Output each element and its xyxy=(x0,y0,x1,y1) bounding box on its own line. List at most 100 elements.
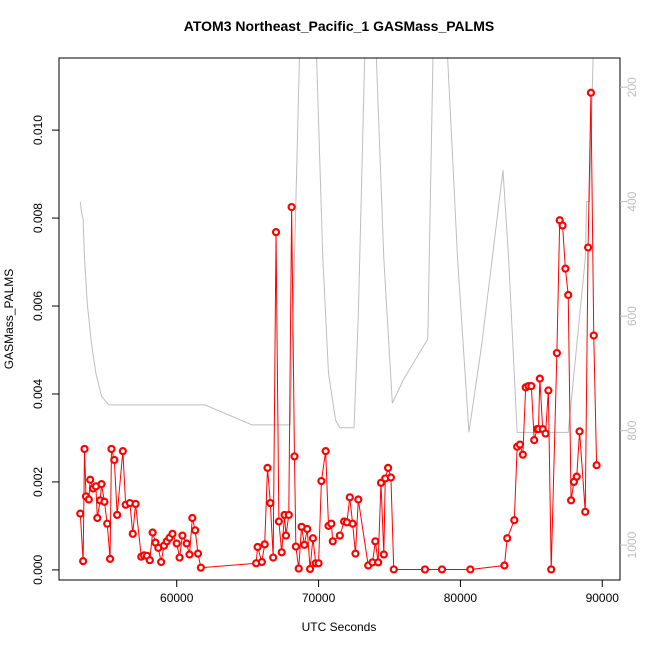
data-point xyxy=(583,243,593,252)
data-point xyxy=(466,565,475,574)
data-point xyxy=(327,519,336,528)
data-point xyxy=(515,440,525,449)
y2-tick-label: 200 xyxy=(625,77,639,97)
data-point xyxy=(110,455,119,465)
data-point xyxy=(575,427,584,436)
data-point xyxy=(290,452,299,461)
data-point xyxy=(193,549,203,558)
x-tick-label: 70000 xyxy=(302,591,336,605)
data-point xyxy=(168,529,177,538)
data-point xyxy=(291,542,300,551)
data-point xyxy=(589,331,598,340)
data-point xyxy=(558,221,567,230)
y2-tick-label: 1000 xyxy=(625,531,639,558)
data-point xyxy=(510,516,519,525)
data-point xyxy=(284,510,293,520)
data-point xyxy=(182,539,191,548)
data-point xyxy=(105,554,115,563)
data-point xyxy=(547,565,556,574)
data-point xyxy=(351,549,360,558)
data-point xyxy=(303,524,312,534)
y-tick-label: 0.006 xyxy=(31,291,45,321)
data-point xyxy=(541,429,550,438)
data-point xyxy=(80,444,89,454)
data-point xyxy=(145,556,154,565)
data-point xyxy=(103,519,112,528)
data-point xyxy=(503,534,512,543)
data-point xyxy=(437,565,447,574)
data-point xyxy=(107,444,116,454)
chart-title: ATOM3 Northeast_Pacific_1 GASMass_PALMS xyxy=(184,18,494,34)
data-point xyxy=(128,529,137,538)
data-point xyxy=(530,436,539,445)
x-tick-label: 80000 xyxy=(444,591,478,605)
data-point xyxy=(274,517,283,526)
data-point xyxy=(118,447,127,456)
data-point xyxy=(500,561,509,570)
y-axis-label: GASMass_PALMS xyxy=(2,269,16,369)
data-point xyxy=(371,537,380,546)
data-point xyxy=(345,493,354,502)
data-point xyxy=(586,88,596,97)
x-tick-label: 60000 xyxy=(160,591,194,605)
data-point xyxy=(269,553,278,562)
data-point xyxy=(172,539,181,548)
y-tick-label: 0.004 xyxy=(31,379,45,409)
data-point xyxy=(379,550,388,559)
data-point xyxy=(131,499,140,509)
data-point xyxy=(287,202,296,212)
data-point xyxy=(317,476,326,486)
data-point xyxy=(592,461,601,470)
plot-frame xyxy=(58,57,621,581)
series-line xyxy=(79,92,598,570)
data-point xyxy=(86,475,95,484)
data-point xyxy=(420,565,430,574)
data-point xyxy=(260,540,269,549)
data-point xyxy=(294,564,303,573)
data-point xyxy=(389,565,398,574)
data-point xyxy=(527,381,536,391)
data-point xyxy=(281,531,291,540)
data-point xyxy=(314,559,323,568)
data-point xyxy=(572,472,581,481)
data-point xyxy=(76,509,85,518)
secondary-line xyxy=(79,58,594,433)
data-point xyxy=(566,496,576,505)
data-point xyxy=(544,386,553,395)
y-tick-label: 0.000 xyxy=(31,555,45,585)
data-point xyxy=(321,447,330,456)
data-point xyxy=(308,534,318,543)
data-point xyxy=(84,495,93,504)
data-point xyxy=(157,557,166,567)
data-point xyxy=(188,513,197,523)
data-point xyxy=(148,528,157,537)
data-point xyxy=(535,374,544,383)
data-point xyxy=(97,480,106,489)
y-tick-label: 0.008 xyxy=(31,203,45,233)
data-point xyxy=(386,473,396,482)
data-point xyxy=(305,564,315,574)
data-point xyxy=(79,556,88,566)
plot-area xyxy=(76,58,601,574)
data-point xyxy=(178,531,187,540)
data-point xyxy=(253,542,262,552)
x-axis-label: UTC Seconds xyxy=(302,620,377,634)
data-point xyxy=(263,463,272,472)
data-point xyxy=(564,290,573,300)
y-tick-label: 0.010 xyxy=(31,115,45,145)
data-point xyxy=(266,498,275,508)
data-point xyxy=(175,553,184,562)
data-point xyxy=(277,548,286,557)
y2-tick-label: 400 xyxy=(625,191,639,211)
data-point xyxy=(93,513,102,523)
data-point xyxy=(383,463,393,472)
data-point xyxy=(354,495,363,504)
data-point xyxy=(561,264,570,273)
data-point xyxy=(518,450,527,459)
data-point xyxy=(581,507,590,516)
data-point xyxy=(348,519,357,528)
data-point xyxy=(185,550,194,559)
data-point xyxy=(300,540,309,549)
data-point xyxy=(257,557,266,567)
